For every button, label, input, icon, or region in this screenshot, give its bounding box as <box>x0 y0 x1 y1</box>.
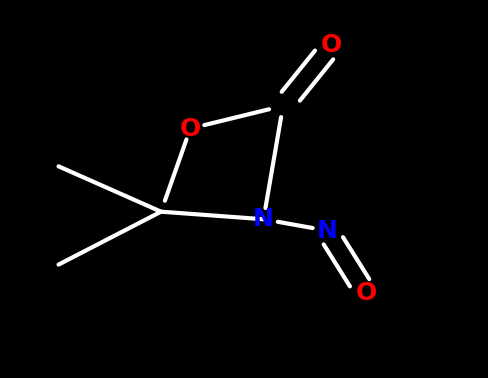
Text: N: N <box>253 207 274 231</box>
Text: O: O <box>355 281 377 305</box>
Text: N: N <box>317 218 337 243</box>
Text: O: O <box>180 116 201 141</box>
Text: O: O <box>321 33 343 57</box>
